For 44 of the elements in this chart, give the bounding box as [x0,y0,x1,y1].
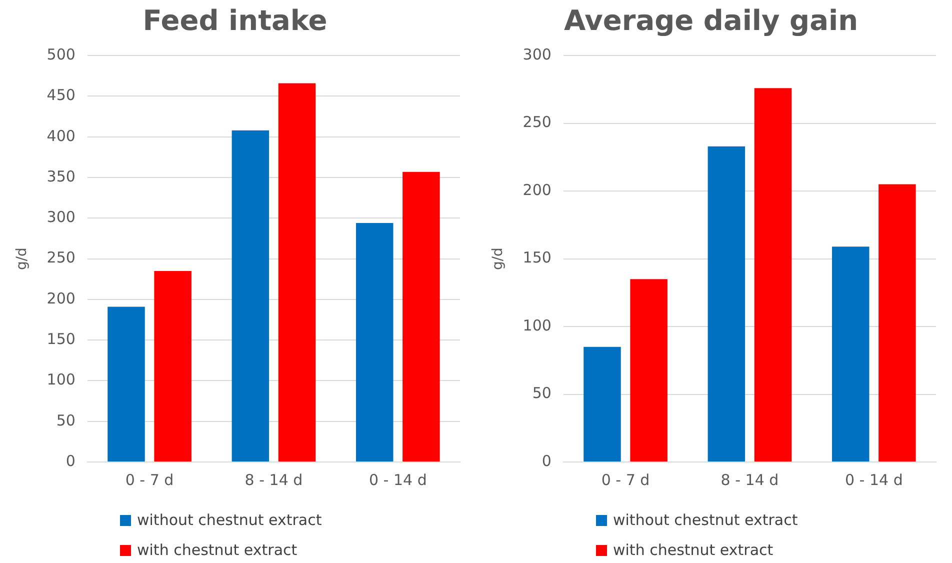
y-tick-label: 200 [522,180,552,199]
y-tick-label: 200 [46,289,76,308]
y-axis-title: g/d [490,248,506,270]
y-tick-label: 50 [532,384,552,402]
x-tick-label: 0 - 14 d [844,470,903,489]
y-tick-label: 350 [46,167,76,186]
bar [832,246,870,462]
y-tick-label: 250 [522,113,552,132]
chart-title: Feed intake [142,4,328,38]
y-tick-label: 250 [46,248,76,267]
y-tick-label: 300 [46,208,76,226]
x-tick-label: 0 - 7 d [125,470,174,489]
legend-label: with chestnut extract [613,541,774,559]
bar [754,88,792,462]
x-tick-label: 8 - 14 d [720,470,779,489]
legend-label: without chestnut extract [613,511,798,529]
y-axis-title: g/d [14,248,30,270]
y-tick-label: 100 [46,370,76,389]
y-tick-label: 400 [46,126,76,145]
y-tick-label: 500 [46,45,76,64]
chart-title: Average daily gain [564,4,858,38]
y-tick-label: 150 [46,330,76,348]
x-tick-label: 0 - 7 d [601,470,650,489]
bar [708,146,746,462]
x-tick-label: 0 - 14 d [368,470,427,489]
bar [108,306,145,462]
bar [356,223,394,462]
bar [878,184,916,462]
legend-label: with chestnut extract [137,541,298,559]
y-tick-label: 100 [522,316,552,334]
bar [402,172,440,462]
y-tick-label: 450 [46,86,76,104]
y-tick-label: 150 [522,248,552,267]
y-tick-label: 0 [542,452,552,470]
y-tick-label: 50 [56,411,76,430]
y-tick-label: 0 [66,452,76,470]
x-tick-label: 8 - 14 d [244,470,303,489]
bar [232,130,270,462]
bar [584,346,621,462]
y-tick-label: 300 [522,45,552,64]
bar [154,270,192,462]
bar [630,279,668,462]
legend-label: without chestnut extract [137,511,322,529]
bar [278,83,316,462]
